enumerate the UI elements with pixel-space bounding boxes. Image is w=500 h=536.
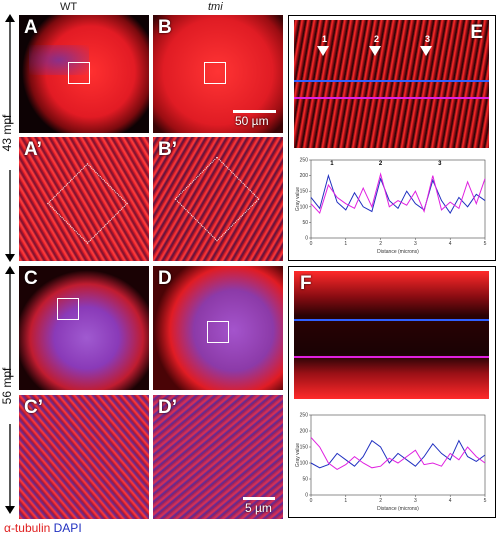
arrowhead-label: 2 — [374, 34, 380, 44]
y-tick-label: 0 — [305, 493, 308, 499]
x-tick-label: 4 — [449, 498, 452, 504]
arrowhead-label: 1 — [322, 34, 328, 44]
zoom-box — [207, 321, 229, 343]
peak-annotation: 1 — [330, 161, 334, 167]
panel-d-image: D — [153, 266, 283, 390]
profile-line-blue — [294, 319, 489, 321]
panel-c-image: C — [19, 266, 149, 390]
peak-annotation: 3 — [438, 161, 442, 167]
scalebar-50-label: 50 µm — [235, 114, 269, 128]
x-tick-label: 5 — [484, 241, 487, 247]
arrowhead-icon — [369, 46, 381, 56]
panel-c-label: C — [24, 268, 38, 289]
y-tick-label: 50 — [302, 220, 308, 226]
panel-f-image: F — [294, 271, 489, 399]
panel-a-prime-label: A’ — [24, 139, 42, 160]
dotted-region — [174, 156, 260, 242]
y-tick-label: 150 — [300, 445, 309, 451]
panel-a-prime-image: A’ — [19, 137, 149, 261]
profile-line-magenta — [294, 97, 489, 99]
y-tick-label: 50 — [302, 477, 308, 483]
y-tick-label: 250 — [300, 158, 309, 164]
profile-line-magenta — [294, 356, 489, 358]
x-axis-label: Distance (microns) — [377, 249, 419, 255]
x-axis-label: Distance (microns) — [377, 506, 419, 512]
profile-plot-e: 0 1 2 3 4 5 0 50 100 150 200 250 Distance (microns) G… — [295, 152, 491, 256]
zoom-box — [68, 62, 90, 84]
plot-frame — [310, 414, 486, 496]
panel-c-prime-label: C’ — [24, 397, 43, 418]
arrowhead-icon — [317, 46, 329, 56]
x-tick-label: 1 — [344, 498, 347, 504]
timepoint-43-label: 43 mpf — [0, 114, 14, 152]
y-tick-label: 100 — [300, 461, 309, 467]
zoom-box — [57, 298, 79, 320]
panel-b-prime-label: B’ — [158, 139, 177, 160]
arrowhead-label: 3 — [425, 34, 431, 44]
panel-e-image: E 1 2 3 — [294, 20, 489, 148]
y-tick-label: 150 — [300, 189, 309, 195]
panel-d-prime-label: D’ — [158, 397, 177, 418]
scalebar-5-label: 5 µm — [245, 501, 272, 515]
panel-b-image: B 50 µm — [153, 15, 283, 133]
series-line-1 — [310, 439, 486, 469]
plot-frame — [310, 159, 486, 239]
scalebar-5 — [243, 497, 275, 500]
tmi-header: tmi — [208, 1, 223, 13]
y-tick-label: 100 — [300, 204, 309, 210]
y-tick-label: 250 — [300, 413, 309, 419]
legend: α-tubulin DAPI — [4, 521, 82, 535]
panel-f-frame: F 0 1 2 3 4 5 0 50 100 150 200 250 Distance (microns… — [288, 266, 496, 518]
series-line-2 — [310, 437, 486, 470]
panel-a-label: A — [24, 17, 38, 38]
wt-header: WT — [60, 1, 78, 13]
x-tick-label: 5 — [484, 498, 487, 504]
profile-line-blue — [294, 80, 489, 82]
peak-annotation: 2 — [379, 161, 383, 167]
panel-d-label: D — [158, 268, 172, 289]
panel-b-label: B — [158, 17, 172, 38]
y-tick-label: 0 — [305, 236, 308, 242]
panel-f-label: F — [300, 273, 312, 294]
series-line-2 — [310, 172, 486, 215]
timepoint-56-arrow — [3, 266, 17, 514]
panel-e-frame: E 1 2 3 0 1 2 3 4 5 0 50 100 150 200 250 Distance (m… — [288, 15, 496, 261]
y-tick-label: 200 — [300, 429, 309, 435]
y-axis-label: Gray value — [295, 187, 301, 211]
x-tick-label: 2 — [379, 241, 382, 247]
arrowhead-icon — [420, 46, 432, 56]
panel-b-prime-image: B’ — [153, 137, 283, 261]
panel-c-prime-image: C’ — [19, 395, 149, 519]
x-tick-label: 2 — [379, 498, 382, 504]
x-tick-label: 4 — [449, 241, 452, 247]
zoom-box — [204, 62, 226, 84]
legend-dapi: DAPI — [53, 521, 82, 535]
x-tick-label: 1 — [344, 241, 347, 247]
profile-plot-f: 0 1 2 3 4 5 0 50 100 150 200 250 Distance (microns) G… — [295, 407, 491, 513]
x-tick-label: 3 — [414, 498, 417, 504]
x-tick-label: 0 — [310, 498, 313, 504]
panel-e-label: E — [470, 22, 483, 43]
panel-d-prime-image: D’ 5 µm — [153, 395, 283, 519]
dotted-region — [47, 163, 128, 244]
legend-tubulin: α-tubulin — [4, 521, 51, 535]
timepoint-43-arrow — [3, 14, 17, 262]
x-tick-label: 0 — [310, 241, 313, 247]
x-tick-label: 3 — [414, 241, 417, 247]
y-tick-label: 200 — [300, 173, 309, 179]
timepoint-56-label: 56 mpf — [0, 367, 14, 405]
panel-a-image: A — [19, 15, 149, 133]
y-axis-label: Gray value — [295, 443, 301, 467]
series-line-1 — [310, 173, 486, 214]
scalebar-50 — [233, 110, 276, 113]
dapi-stain — [29, 45, 89, 75]
